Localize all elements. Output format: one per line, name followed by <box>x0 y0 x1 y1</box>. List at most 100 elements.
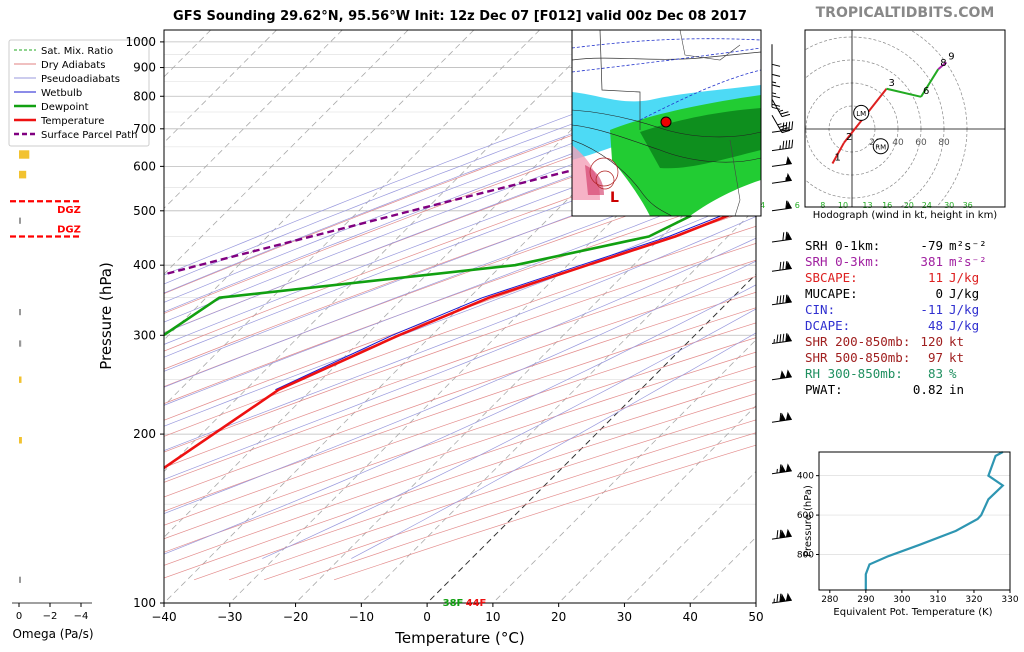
stat-number: -11 <box>920 302 943 317</box>
mixing-ratio-line <box>763 30 1009 211</box>
wind-barb <box>771 261 792 272</box>
wind-barbs <box>771 44 794 604</box>
skew-t-axes: −40 −30 −20 −10 0 10 20 30 40 50 100 200 300 400 500 60… <box>125 35 763 624</box>
wind-barb-half <box>777 123 782 126</box>
y-tick-label: 400 <box>133 258 156 272</box>
mixing-ratio-line <box>887 30 1024 211</box>
legend-entry: Sat. Mix. Ratio <box>41 46 113 57</box>
wind-barb-flag <box>779 412 786 422</box>
wind-barb-full <box>771 84 781 88</box>
wind-barb-flag <box>779 464 786 473</box>
y-tick-label: 600 <box>133 159 156 173</box>
mixing-ratio-line <box>968 30 1024 211</box>
wind-barb-full <box>781 113 791 118</box>
wind-barb-staff <box>771 129 792 133</box>
wind-barb-flag <box>785 200 792 209</box>
wind-barb <box>771 44 781 67</box>
theta-e-ytick-label: 400 <box>797 472 814 482</box>
y-tick-label: 300 <box>133 328 156 342</box>
wind-barb-full <box>779 593 782 602</box>
mixing-ratio-line <box>823 30 1024 211</box>
theta-e-xtick-label: 330 <box>1001 595 1018 605</box>
wind-barb-flag <box>785 369 792 378</box>
isotherm <box>164 30 343 209</box>
legend-entry: Temperature <box>40 116 104 127</box>
y-tick-label: 1000 <box>125 35 156 49</box>
dry-adiabat <box>164 208 756 421</box>
wind-barb-flag <box>779 370 786 379</box>
x-tick-label: 50 <box>748 610 763 624</box>
omega-axis: 0 −2 −4 <box>12 602 92 622</box>
dry-adiabat <box>164 69 756 294</box>
theta-e-xtick-label: 310 <box>929 595 946 605</box>
stat-unit: J/kg <box>949 318 980 333</box>
isotherm <box>164 30 409 275</box>
wind-barb <box>771 200 792 212</box>
isotherm <box>295 141 756 603</box>
wind-barb-staff <box>771 376 792 381</box>
mixing-ratio-line <box>949 30 1024 211</box>
wind-barb <box>771 99 791 118</box>
theta-e-line <box>864 451 1005 590</box>
stat-number: 11 <box>927 270 943 285</box>
wind-barb-flag <box>785 294 792 303</box>
wind-barb <box>771 115 791 134</box>
stat-label: SRH 0-1km: <box>805 238 881 253</box>
pseudoadiabat <box>164 177 756 406</box>
wind-barb-full <box>782 261 785 270</box>
stat-row: DCAPE: 48 J/kg <box>805 318 993 334</box>
wind-barb-full <box>785 200 788 209</box>
wind-barb-staff <box>771 418 792 423</box>
stat-number: 83 <box>927 366 943 381</box>
y-tick-label: 200 <box>133 427 156 441</box>
theta-e-panel: 400 600 800 280 290 300 310 320 330 Equivalent P… <box>797 451 1019 618</box>
wind-barb <box>771 139 794 152</box>
omega-bar <box>19 437 22 444</box>
stat-label: RH 300-850mb: <box>805 366 903 381</box>
wind-barb-flag <box>785 528 792 538</box>
stat-label: PWAT: <box>805 382 843 397</box>
surface-temperature-label: 44F <box>466 598 487 609</box>
theta-e-xtick-label: 300 <box>893 595 910 605</box>
wind-barb-full <box>771 103 781 107</box>
dry-adiabat <box>164 291 756 498</box>
hodograph-height-label: 8 <box>940 58 946 69</box>
isotherm <box>558 405 756 603</box>
stat-label: CIN: <box>805 302 836 317</box>
theta-e-xtick-label: 290 <box>857 595 874 605</box>
stat-row: PWAT: 0.82 in <box>805 382 993 398</box>
wind-barb-flag <box>785 231 792 241</box>
mixing-ratio-label: 10 <box>838 201 848 210</box>
omega-bar <box>19 217 21 224</box>
omega-panel: DGZ DGZ 0 −2 −4 Omega (Pa/s) <box>10 51 94 641</box>
wind-barb-full <box>782 232 785 241</box>
pseudoadiabat <box>164 75 756 303</box>
wind-barb-full <box>776 334 779 343</box>
dry-adiabat <box>164 351 756 553</box>
dry-adiabat <box>164 90 756 314</box>
wind-barb-full <box>779 261 782 271</box>
legend-entry: Dewpoint <box>41 102 89 113</box>
wind-barb-full <box>781 129 791 134</box>
wind-barb-half <box>779 145 781 150</box>
wind-barb-staff <box>771 115 783 133</box>
legend: Sat. Mix. Ratio Dry Adiabats Pseudoadiabat… <box>8 39 150 147</box>
mixing-ratio-label: 20 <box>904 201 914 210</box>
stat-unit: kt <box>949 350 965 365</box>
mixing-ratio-line <box>927 30 1024 211</box>
wind-barb-full <box>791 121 794 130</box>
pseudoadiabat <box>164 96 756 323</box>
wind-barb-full <box>776 594 779 603</box>
pseudoadiabat <box>164 196 756 427</box>
wind-barb-full <box>780 127 789 131</box>
legend-entry: Surface Parcel Path <box>41 130 137 141</box>
x-tick-label: −10 <box>349 610 374 624</box>
dry-adiabat <box>164 243 756 453</box>
stat-value: 381 m²s⁻² <box>920 254 993 269</box>
wind-barb-full <box>779 464 782 473</box>
hodograph: 20406080123689LMRM Hodograph (wind in kt… <box>804 29 1006 221</box>
stat-number: 120 <box>920 334 943 349</box>
theta-e-xtick-label: 320 <box>965 595 982 605</box>
wind-barb-full <box>782 140 785 150</box>
wind-barb-full <box>779 412 782 422</box>
